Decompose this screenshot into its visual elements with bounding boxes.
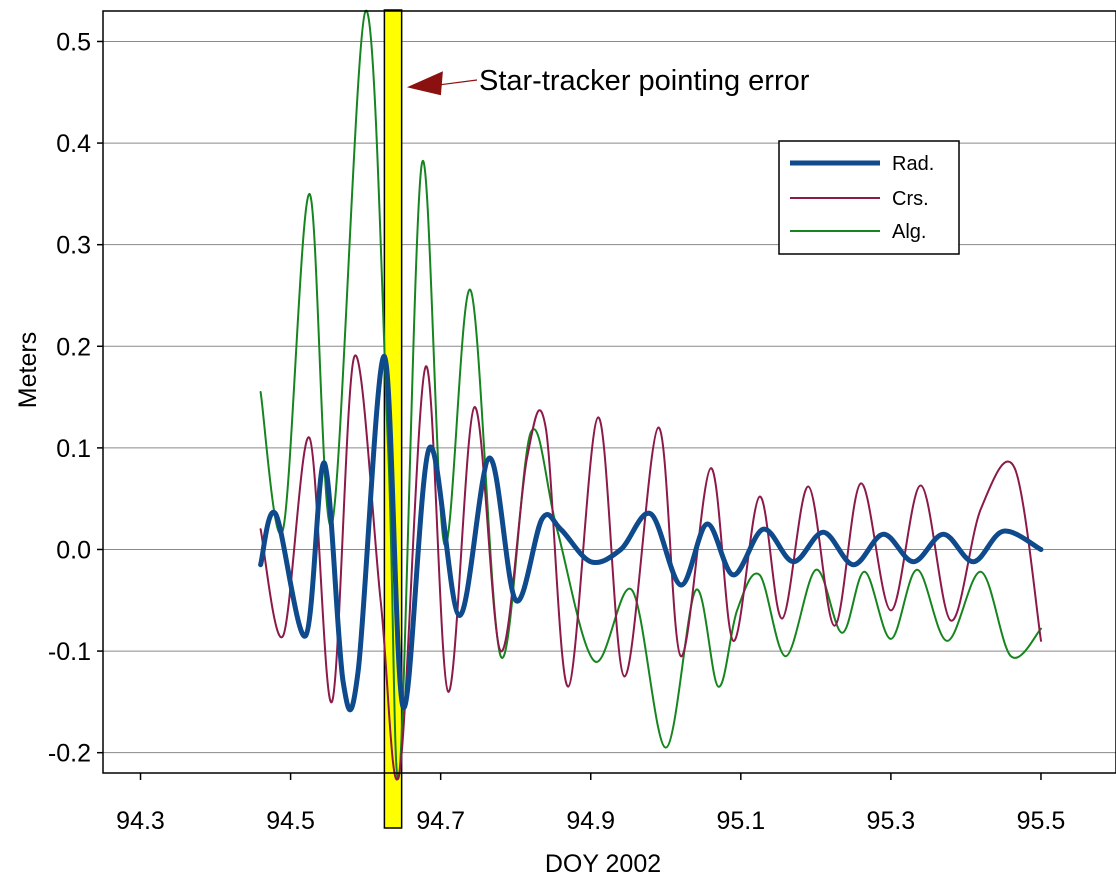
y-axis-ticks: -0.2 -0.1 0.0 0.1 0.2 0.3 0.4 0.5: [48, 28, 103, 768]
annotation-text: Star-tracker pointing error: [479, 65, 810, 97]
legend-label-crs: Crs.: [892, 188, 929, 210]
x-tick-label: 95.5: [1017, 807, 1066, 835]
y-tick-label: 0.3: [56, 232, 91, 260]
y-tick-label: 0.4: [56, 130, 91, 158]
annotation-arrow-head: [406, 71, 443, 96]
legend: Rad. Crs. Alg.: [778, 140, 960, 255]
series-line-rad: [258, 353, 1044, 713]
y-tick-label: -0.1: [48, 638, 91, 666]
legend-label-rad: Rad.: [892, 153, 934, 175]
legend-label-alg: Alg.: [892, 221, 926, 243]
y-tick-label: 0.2: [56, 333, 91, 361]
x-tick-label: 94.3: [116, 807, 165, 835]
x-axis-ticks: 94.3 94.5 94.7 94.9 95.1 95.3 95.5: [116, 773, 1065, 835]
x-tick-label: 94.7: [416, 807, 465, 835]
y-tick-label: 0.1: [56, 435, 91, 463]
y-tick-label: 0.5: [56, 28, 91, 56]
y-tick-label: -0.2: [48, 740, 91, 768]
y-axis-title: Meters: [14, 332, 42, 408]
plot-frame: [102, 10, 1116, 774]
annotation: Star-tracker pointing error: [406, 65, 810, 97]
gridlines: [103, 40, 1116, 754]
x-axis-title: DOY 2002: [545, 850, 661, 878]
x-tick-label: 95.3: [867, 807, 916, 835]
annotation-arrow-line: [436, 79, 478, 86]
x-tick-label: 94.9: [566, 807, 615, 835]
x-tick-label: 95.1: [716, 807, 765, 835]
series-lines: [258, 9, 1044, 781]
y-tick-label: 0.0: [56, 536, 91, 564]
x-tick-label: 94.5: [266, 807, 315, 835]
